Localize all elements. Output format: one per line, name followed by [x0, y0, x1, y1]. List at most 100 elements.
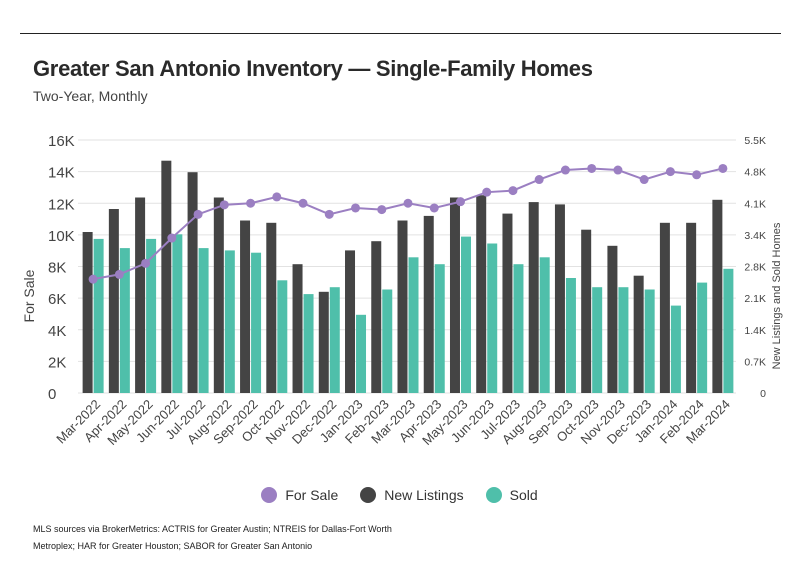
bar-new-listings — [502, 213, 513, 393]
for-sale-point — [351, 203, 361, 213]
y-tick-label: 10K — [48, 228, 75, 245]
y2-tick-label: 0.7K — [744, 356, 766, 368]
bar-sold — [539, 257, 550, 393]
x-axis-ticks: Mar-2022Apr-2022May-2022Jun-2022Jul-2022… — [53, 397, 733, 448]
legend-swatch-sold — [485, 487, 502, 503]
legend-item-new-listings: New Listings — [360, 487, 464, 503]
bar-sold — [644, 289, 655, 393]
for-sale-point — [193, 209, 203, 219]
bar-new-listings — [187, 172, 198, 393]
bar-sold — [408, 257, 419, 393]
y2-tick-label: 0 — [760, 388, 766, 400]
bar-new-listings — [292, 264, 303, 393]
legend-label-sold: Sold — [509, 487, 538, 503]
y-tick-label: 0 — [48, 386, 56, 403]
y-axis-label: For Sale — [21, 269, 37, 322]
y2-tick-label: 1.4K — [744, 325, 766, 337]
for-sale-point — [560, 165, 570, 175]
for-sale-point — [665, 167, 675, 177]
for-sale-point — [324, 209, 334, 219]
bar-sold — [723, 268, 734, 393]
for-sale-point — [718, 163, 728, 173]
top-rule — [20, 33, 781, 34]
right-axis-ticks: 0 0.7K 1.4K 2.1K 2.8K 3.4K 4.1K 4.8K 5.5K — [744, 135, 766, 400]
for-sale-point — [377, 205, 387, 215]
bar-new-listings — [161, 160, 172, 393]
legend-item-sold: Sold — [485, 487, 538, 503]
for-sale-point — [246, 198, 256, 208]
bar-sold — [277, 280, 288, 393]
bar-new-listings — [633, 275, 644, 393]
bar-sold — [618, 287, 629, 393]
y2-tick-label: 4.8K — [744, 167, 766, 179]
chart-title: Greater San Antonio Inventory — Single-F… — [33, 56, 593, 81]
bar-sold — [487, 243, 498, 393]
y2-tick-label: 3.4K — [744, 230, 766, 242]
bar-new-listings — [528, 202, 539, 393]
for-sale-point — [482, 187, 492, 197]
bar-new-listings — [135, 197, 146, 393]
legend-item-for-sale: For Sale — [261, 487, 338, 503]
bar-new-listings — [397, 220, 408, 393]
for-sale-point — [272, 192, 282, 202]
legend-swatch-for-sale — [261, 487, 278, 503]
y2-axis-label: New Listings and Sold Homes — [771, 222, 783, 369]
bars — [82, 160, 734, 393]
bar-sold — [93, 238, 104, 393]
y2-tick-label: 2.1K — [744, 293, 766, 305]
y-tick-label: 8K — [48, 260, 66, 277]
legend-swatch-new-listings — [360, 487, 377, 503]
for-sale-point — [587, 163, 597, 173]
bar-sold — [251, 252, 262, 393]
bar-sold — [670, 305, 681, 393]
bar-new-listings — [345, 250, 356, 393]
legend-label-for-sale: For Sale — [285, 487, 339, 503]
bar-sold — [460, 236, 471, 393]
bar-new-listings — [240, 220, 251, 393]
bar-new-listings — [686, 222, 697, 393]
bar-sold — [565, 278, 576, 393]
bar-sold — [513, 264, 524, 393]
bar-sold — [198, 248, 209, 393]
bar-sold — [119, 248, 130, 393]
bar-new-listings — [423, 215, 434, 393]
for-sale-point — [219, 200, 229, 210]
bar-sold — [146, 238, 157, 393]
bar-sold — [434, 264, 445, 393]
bar-new-listings — [449, 197, 460, 393]
bar-sold — [303, 294, 314, 393]
bar-new-listings — [213, 197, 224, 393]
bar-sold — [592, 287, 603, 393]
for-sale-point — [613, 165, 623, 175]
for-sale-point — [508, 186, 518, 196]
y-tick-label: 12K — [48, 196, 75, 213]
for-sale-point — [455, 197, 465, 207]
chart-subtitle: Two-Year, Monthly — [33, 88, 148, 104]
for-sale-point — [298, 198, 308, 208]
bar-new-listings — [371, 241, 382, 393]
left-axis-ticks: 0 2K 4K 6K 8K 10K 12K 14K 16K — [48, 133, 75, 403]
bar-sold — [172, 234, 183, 393]
legend-label-new-listings: New Listings — [384, 487, 464, 503]
bar-new-listings — [659, 222, 670, 393]
y-tick-label: 16K — [48, 133, 75, 150]
for-sale-point — [167, 233, 177, 243]
bar-sold — [697, 282, 708, 393]
bar-new-listings — [266, 222, 277, 393]
y-tick-label: 6K — [48, 291, 66, 308]
bar-new-listings — [554, 204, 565, 393]
y2-tick-label: 2.8K — [744, 262, 766, 274]
bar-sold — [224, 250, 235, 393]
for-sale-point — [88, 274, 98, 284]
for-sale-point — [639, 175, 649, 185]
bar-new-listings — [712, 199, 723, 393]
for-sale-line — [88, 163, 728, 284]
bar-new-listings — [108, 209, 119, 393]
for-sale-point — [429, 203, 439, 213]
bar-sold — [382, 289, 393, 393]
bar-new-listings — [82, 232, 93, 393]
legend: For Sale New Listings Sold — [0, 487, 799, 503]
for-sale-point — [403, 198, 413, 208]
y2-tick-label: 4.1K — [744, 198, 766, 210]
